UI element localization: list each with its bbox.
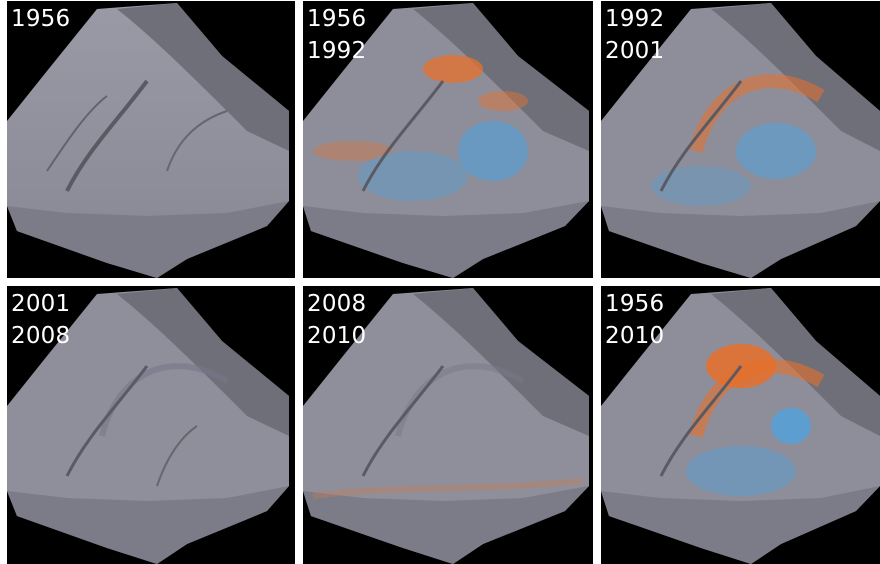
panel-2008-2010-year-a: 2008 — [307, 291, 367, 317]
panel-1956-1992-year-a: 1956 — [307, 6, 367, 32]
panel-2001-2008-year-b: 2008 — [11, 323, 71, 349]
panel-1992-2001-year-a: 1992 — [605, 6, 665, 32]
terrain-model-1956-2010 — [601, 288, 880, 564]
terrain-model-1956 — [7, 3, 289, 278]
terrain-model-2001-2008 — [7, 288, 289, 564]
panel-1956-1992: 1956 1992 — [303, 1, 593, 278]
panel-2008-2010-label: 2008 2010 — [307, 288, 366, 352]
panel-1956-1992-label: 1956 1992 — [307, 3, 366, 67]
panel-1992-2001: 1992 2001 — [601, 1, 880, 278]
panel-1956-1992-year-b: 1992 — [307, 38, 367, 64]
panel-1956-2010: 1956 2010 — [601, 286, 880, 564]
panel-1956-2010-year-a: 1956 — [605, 291, 665, 317]
panel-1992-2001-year-b: 2001 — [605, 38, 665, 64]
panel-1956-2010-label: 1956 2010 — [605, 288, 664, 352]
panel-2008-2010: 2008 2010 — [303, 286, 593, 564]
terrain-model-1956-1992 — [303, 3, 589, 278]
panel-1956-2010-year-b: 2010 — [605, 323, 665, 349]
panel-2008-2010-year-b: 2010 — [307, 323, 367, 349]
panel-2001-2008-label: 2001 2008 — [11, 288, 70, 352]
panel-2001-2008-year-a: 2001 — [11, 291, 71, 317]
panel-1992-2001-label: 1992 2001 — [605, 3, 664, 67]
panel-1956: 1956 — [7, 1, 295, 278]
terrain-model-1992-2001 — [601, 3, 880, 278]
panel-1956-year-a: 1956 — [11, 6, 71, 32]
panel-2001-2008: 2001 2008 — [7, 286, 295, 564]
terrain-model-2008-2010 — [303, 288, 589, 564]
panel-1956-label: 1956 — [11, 3, 70, 35]
